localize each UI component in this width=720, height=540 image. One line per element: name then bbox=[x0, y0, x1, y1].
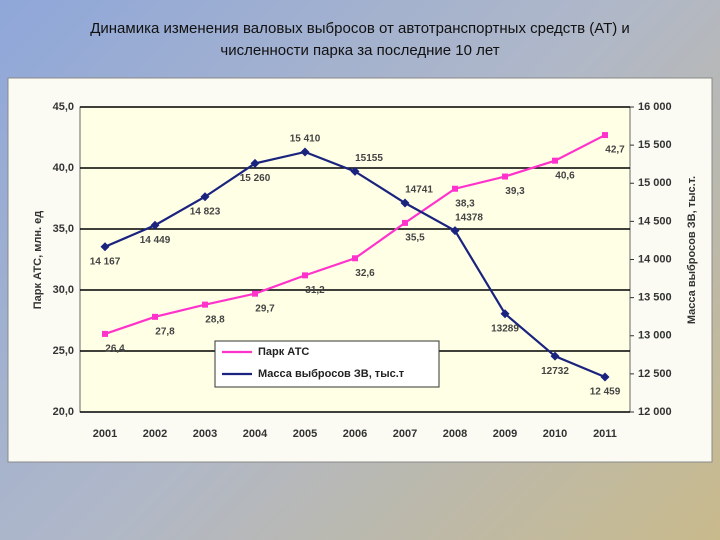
data-point bbox=[550, 351, 560, 361]
data-label: 40,6 bbox=[555, 170, 575, 181]
x-tick-label: 2007 bbox=[393, 428, 417, 440]
data-point bbox=[600, 372, 610, 382]
data-label: 14378 bbox=[455, 212, 483, 223]
y2-axis-title: Масса выбросов ЗВ, тыс.т. bbox=[686, 176, 698, 324]
data-label: 14 823 bbox=[190, 206, 221, 217]
x-tick-label: 2001 bbox=[93, 428, 117, 440]
y2-tick-label: 14 500 bbox=[638, 215, 672, 227]
x-tick-label: 2005 bbox=[293, 428, 317, 440]
slide-title: численности парка за последние 10 лет bbox=[220, 42, 500, 59]
y2-tick-label: 14 000 bbox=[638, 253, 672, 265]
y-tick-label: 45,0 bbox=[53, 101, 74, 113]
data-point bbox=[502, 173, 508, 180]
data-label: 32,6 bbox=[355, 268, 375, 279]
data-point bbox=[450, 226, 460, 236]
data-label: 31,2 bbox=[305, 285, 325, 296]
y-axis-title: Парк АТС, млн. ед bbox=[32, 211, 44, 309]
y2-tick-label: 16 000 bbox=[638, 101, 672, 113]
x-tick-label: 2004 bbox=[243, 428, 268, 440]
y2-tick-label: 15 000 bbox=[638, 177, 672, 189]
data-point bbox=[200, 192, 210, 202]
data-label: 15155 bbox=[355, 153, 383, 164]
data-point bbox=[402, 219, 408, 226]
data-label: 14 167 bbox=[90, 256, 121, 267]
data-label: 29,7 bbox=[255, 303, 275, 314]
x-tick-label: 2011 bbox=[593, 428, 617, 440]
y-tick-label: 20,0 bbox=[53, 406, 74, 418]
data-point bbox=[102, 330, 108, 337]
data-label: 14741 bbox=[405, 185, 433, 196]
legend-label: Парк АТС bbox=[258, 346, 309, 358]
data-point bbox=[602, 132, 608, 139]
x-tick-label: 2006 bbox=[343, 428, 367, 440]
data-label: 15 410 bbox=[290, 134, 321, 145]
x-tick-label: 2002 bbox=[143, 428, 167, 440]
data-label: 35,5 bbox=[405, 233, 425, 244]
x-tick-label: 2003 bbox=[193, 428, 217, 440]
data-label: 26,4 bbox=[105, 344, 125, 355]
data-label: 42,7 bbox=[605, 145, 625, 156]
legend-label: Масса выбросов ЗВ, тыс.т bbox=[258, 368, 405, 380]
x-tick-label: 2009 bbox=[493, 428, 517, 440]
y2-tick-label: 12 500 bbox=[638, 368, 672, 380]
x-tick-label: 2010 bbox=[543, 428, 567, 440]
x-tick-label: 2008 bbox=[443, 428, 467, 440]
y2-tick-label: 12 000 bbox=[638, 406, 672, 418]
y2-tick-label: 15 500 bbox=[638, 139, 672, 151]
data-point bbox=[500, 309, 510, 319]
data-point bbox=[302, 272, 308, 279]
data-label: 12732 bbox=[541, 366, 569, 377]
data-point bbox=[100, 242, 110, 252]
y-tick-label: 35,0 bbox=[53, 223, 74, 235]
data-label: 38,3 bbox=[455, 198, 475, 209]
y2-tick-label: 13 500 bbox=[638, 292, 672, 304]
y-tick-label: 40,0 bbox=[53, 162, 74, 174]
data-label: 13289 bbox=[491, 323, 519, 334]
data-point bbox=[150, 220, 160, 230]
data-label: 28,8 bbox=[205, 314, 225, 325]
data-point bbox=[252, 290, 258, 297]
slide-title: Динамика изменения валовых выбросов от а… bbox=[90, 20, 630, 37]
data-point bbox=[152, 313, 158, 320]
data-point bbox=[350, 166, 360, 176]
data-point bbox=[202, 301, 208, 308]
y2-tick-label: 13 000 bbox=[638, 330, 672, 342]
data-label: 15 260 bbox=[240, 173, 271, 184]
data-point bbox=[250, 158, 260, 168]
data-point bbox=[452, 185, 458, 192]
data-point bbox=[552, 157, 558, 164]
y-tick-label: 25,0 bbox=[53, 345, 74, 357]
data-point bbox=[352, 255, 358, 262]
data-label: 39,3 bbox=[505, 186, 525, 197]
data-label: 14 449 bbox=[140, 235, 171, 246]
data-label: 12 459 bbox=[590, 387, 621, 398]
data-label: 27,8 bbox=[155, 326, 175, 337]
y-tick-label: 30,0 bbox=[53, 284, 74, 296]
legend-box bbox=[214, 340, 440, 388]
data-point bbox=[400, 198, 410, 208]
data-point bbox=[300, 147, 310, 157]
